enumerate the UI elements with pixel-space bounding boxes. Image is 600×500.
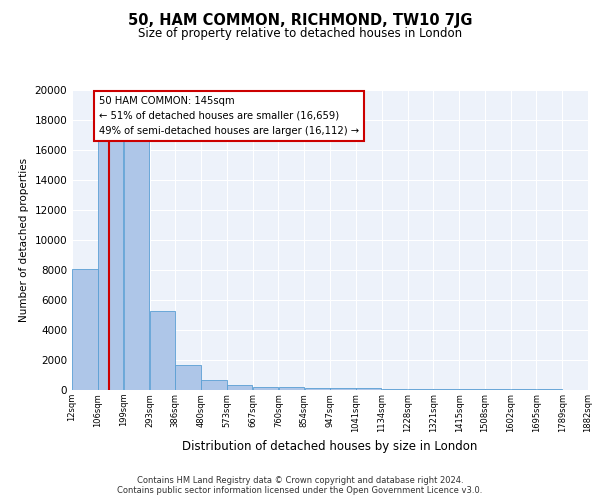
Bar (72, 269, 98, 390)
Bar (485, 389, 511, 390)
Bar (150, 310, 175, 390)
Bar (124, 140, 149, 390)
Bar (330, 388, 356, 390)
Text: 50, HAM COMMON, RICHMOND, TW10 7JG: 50, HAM COMMON, RICHMOND, TW10 7JG (128, 12, 472, 28)
Text: 50 HAM COMMON: 145sqm
← 51% of detached houses are smaller (16,659)
49% of semi-: 50 HAM COMMON: 145sqm ← 51% of detached … (99, 96, 359, 136)
Bar (202, 380, 227, 390)
Text: Contains HM Land Registry data © Crown copyright and database right 2024.: Contains HM Land Registry data © Crown c… (137, 476, 463, 485)
Bar (460, 389, 485, 390)
Bar (433, 389, 459, 390)
Text: Contains public sector information licensed under the Open Government Licence v3: Contains public sector information licen… (118, 486, 482, 495)
Bar (98, 140, 124, 390)
Bar (305, 388, 330, 390)
X-axis label: Distribution of detached houses by size in London: Distribution of detached houses by size … (182, 440, 478, 453)
Bar (382, 388, 407, 390)
Bar (511, 389, 536, 390)
Bar (356, 388, 382, 390)
Bar (408, 389, 433, 390)
Y-axis label: Number of detached properties: Number of detached properties (19, 158, 29, 322)
Bar (175, 364, 201, 390)
Bar (253, 386, 278, 390)
Bar (278, 388, 304, 390)
Bar (227, 385, 253, 390)
Text: Size of property relative to detached houses in London: Size of property relative to detached ho… (138, 28, 462, 40)
